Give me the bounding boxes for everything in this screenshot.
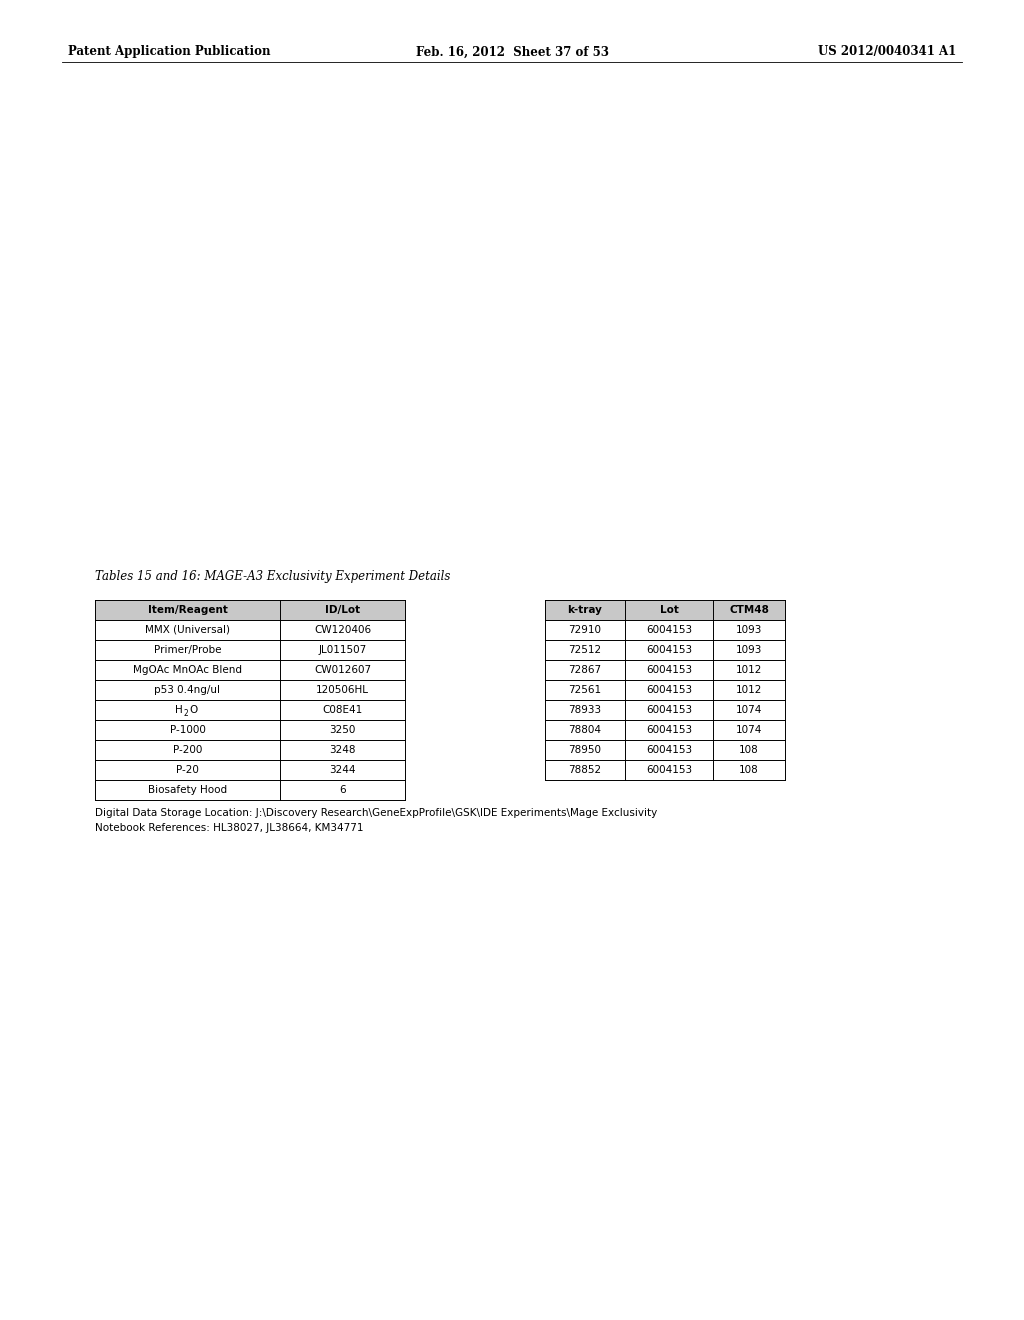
Text: 108: 108: [739, 766, 759, 775]
Text: 1074: 1074: [736, 725, 762, 735]
Text: 6004153: 6004153: [646, 665, 692, 675]
Text: 78950: 78950: [568, 744, 601, 755]
Text: Tables 15 and 16: MAGE-A3 Exclusivity Experiment Details: Tables 15 and 16: MAGE-A3 Exclusivity Ex…: [95, 570, 451, 583]
Text: 6004153: 6004153: [646, 705, 692, 715]
Bar: [545, 601, 785, 620]
Text: 3244: 3244: [330, 766, 355, 775]
Text: Primer/Probe: Primer/Probe: [154, 645, 221, 655]
Text: Notebook References: HL38027, JL38664, KM34771: Notebook References: HL38027, JL38664, K…: [95, 822, 364, 833]
Text: 72867: 72867: [568, 665, 601, 675]
Text: 78852: 78852: [568, 766, 601, 775]
Text: CW012607: CW012607: [314, 665, 371, 675]
Text: Item/Reagent: Item/Reagent: [147, 605, 227, 615]
Text: 3250: 3250: [330, 725, 355, 735]
Text: k-tray: k-tray: [567, 605, 602, 615]
Text: 78804: 78804: [568, 725, 601, 735]
Text: 6004153: 6004153: [646, 725, 692, 735]
Text: 120506HL: 120506HL: [316, 685, 369, 696]
Text: P-20: P-20: [176, 766, 199, 775]
Text: Feb. 16, 2012  Sheet 37 of 53: Feb. 16, 2012 Sheet 37 of 53: [416, 45, 608, 58]
Text: P-200: P-200: [173, 744, 202, 755]
Text: 72910: 72910: [568, 624, 601, 635]
Text: 6004153: 6004153: [646, 685, 692, 696]
Text: 6004153: 6004153: [646, 744, 692, 755]
Text: 1012: 1012: [736, 685, 762, 696]
Text: Digital Data Storage Location: J:\Discovery Research\GeneExpProfile\GSK\IDE Expe: Digital Data Storage Location: J:\Discov…: [95, 808, 657, 818]
Text: 108: 108: [739, 744, 759, 755]
Text: CW120406: CW120406: [314, 624, 371, 635]
Text: O: O: [189, 705, 198, 715]
Text: H: H: [175, 705, 182, 715]
Text: 72512: 72512: [568, 645, 601, 655]
Text: 6004153: 6004153: [646, 645, 692, 655]
Text: 6004153: 6004153: [646, 624, 692, 635]
Text: P-1000: P-1000: [170, 725, 206, 735]
Text: MMX (Universal): MMX (Universal): [145, 624, 230, 635]
Text: 6: 6: [339, 785, 346, 795]
Text: 72561: 72561: [568, 685, 601, 696]
Text: US 2012/0040341 A1: US 2012/0040341 A1: [818, 45, 956, 58]
Text: 1012: 1012: [736, 665, 762, 675]
Bar: [95, 601, 406, 620]
Text: 78933: 78933: [568, 705, 601, 715]
Text: 6004153: 6004153: [646, 766, 692, 775]
Text: Patent Application Publication: Patent Application Publication: [68, 45, 270, 58]
Text: 1093: 1093: [736, 624, 762, 635]
Text: 3248: 3248: [330, 744, 355, 755]
Text: Biosafety Hood: Biosafety Hood: [147, 785, 227, 795]
Text: JL011507: JL011507: [318, 645, 367, 655]
Text: Lot: Lot: [659, 605, 679, 615]
Text: 2: 2: [183, 709, 188, 718]
Text: 1074: 1074: [736, 705, 762, 715]
Text: CTM48: CTM48: [729, 605, 769, 615]
Text: 1093: 1093: [736, 645, 762, 655]
Text: MgOAc MnOAc Blend: MgOAc MnOAc Blend: [133, 665, 242, 675]
Text: ID/Lot: ID/Lot: [325, 605, 360, 615]
Text: C08E41: C08E41: [323, 705, 362, 715]
Text: p53 0.4ng/ul: p53 0.4ng/ul: [155, 685, 220, 696]
